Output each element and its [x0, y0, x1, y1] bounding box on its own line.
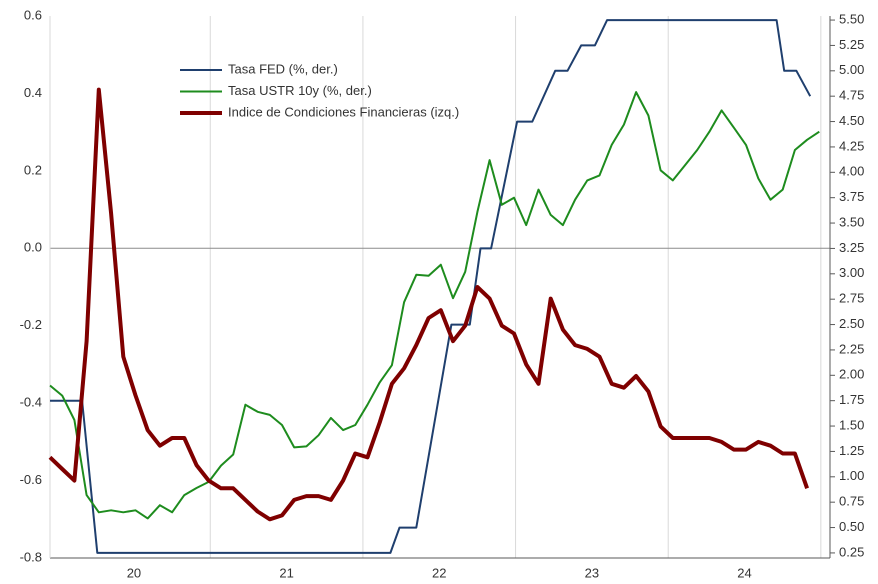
y2-tick-label: 4.75 — [839, 88, 864, 103]
y2-tick-label: 0.75 — [839, 494, 864, 509]
y2-tick-label: 1.50 — [839, 417, 864, 432]
y2-tick-label: 1.75 — [839, 392, 864, 407]
y-tick-label: 0.4 — [24, 85, 42, 100]
y2-tick-label: 2.25 — [839, 341, 864, 356]
y2-tick-label: 1.00 — [839, 468, 864, 483]
y2-tick-label: 2.75 — [839, 291, 864, 306]
y2-tick-label: 2.00 — [839, 367, 864, 382]
y2-tick-label: 3.75 — [839, 189, 864, 204]
y-tick-label: -0.4 — [20, 395, 42, 410]
x-tick-label: 20 — [127, 565, 141, 580]
y2-tick-label: 0.50 — [839, 519, 864, 534]
y2-tick-label: 5.00 — [839, 62, 864, 77]
legend-label: Tasa USTR 10y (%, der.) — [228, 83, 372, 98]
y-tick-label: 0.6 — [24, 7, 42, 22]
y-tick-label: -0.8 — [20, 549, 42, 564]
y2-tick-label: 1.25 — [839, 443, 864, 458]
y2-tick-label: 4.50 — [839, 113, 864, 128]
series-line — [48, 87, 809, 522]
y2-tick-label: 4.00 — [839, 164, 864, 179]
y2-tick-label: 3.50 — [839, 214, 864, 229]
y2-tick-label: 0.25 — [839, 544, 864, 559]
x-tick-label: 23 — [585, 565, 599, 580]
y2-tick-label: 4.25 — [839, 138, 864, 153]
legend-label: Tasa FED (%, der.) — [228, 61, 338, 76]
series-line — [49, 91, 820, 520]
x-tick-label: 22 — [432, 565, 446, 580]
series-line — [50, 19, 812, 554]
y2-tick-label: 5.25 — [839, 37, 864, 52]
y2-tick-label: 3.00 — [839, 265, 864, 280]
y2-tick-label: 5.50 — [839, 11, 864, 26]
x-tick-label: 24 — [737, 565, 751, 580]
y2-tick-label: 2.50 — [839, 316, 864, 331]
y-tick-label: 0.0 — [24, 240, 42, 255]
y-tick-label: -0.6 — [20, 472, 42, 487]
x-tick-label: 21 — [279, 565, 293, 580]
y2-tick-label: 3.25 — [839, 240, 864, 255]
y-tick-label: 0.2 — [24, 162, 42, 177]
legend-label: Indice de Condiciones Financieras (izq.) — [228, 104, 459, 119]
y-tick-label: -0.2 — [20, 317, 42, 332]
